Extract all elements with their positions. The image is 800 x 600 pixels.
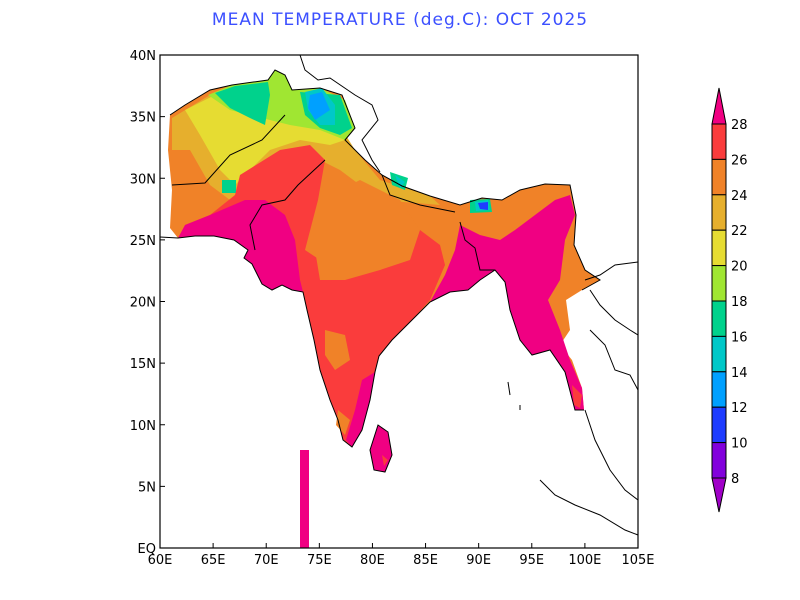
region-12-14 [308,92,330,120]
colorbar-label: 22 [731,224,748,239]
colorbar-segment [711,300,727,337]
colorbar-segment [711,371,727,408]
colorbar-arrow-bottom [711,477,727,513]
lat-tick-label: 15N [130,357,156,372]
coastline-south-asia [159,235,584,448]
lat-tick-label: EQ [138,542,156,557]
lon-tick-label: 90E [466,553,491,568]
lon-tick-label: 65E [201,553,226,568]
colorbar: 28 26 24 22 20 18 16 14 12 10 8 [711,87,748,513]
region-26-28-south [382,385,582,466]
lon-tick-label: 85E [413,553,438,568]
colorbar-label: 26 [731,153,748,168]
colorbar-segment [711,335,727,373]
lon-tick-label: 70E [254,553,279,568]
border-bangladesh [459,221,495,271]
region-above-28 [178,195,584,548]
lon-tick-label: 95E [519,553,544,568]
region-16-18 [215,82,492,213]
border-pakistan-india [249,159,326,251]
colorbar-segment [711,194,727,231]
lat-tick-label: 5N [138,480,156,495]
lon-tick-label: 100E [568,553,601,568]
border-china [299,54,381,173]
coastline-southeast-asia [507,261,639,536]
colorbar-segment [711,265,727,302]
border-afghanistan [171,114,286,186]
lat-tick-label: 10N [130,419,156,434]
region-10-12 [478,202,488,210]
lat-tick-label: 30N [130,172,156,187]
lon-tick-label: 80E [360,553,385,568]
lat-tick-label: 25N [130,234,156,249]
colorbar-segment [711,229,727,267]
coastline-sri-lanka [369,424,393,473]
coastlines-and-borders [159,54,639,536]
colorbar-label: 12 [731,401,748,416]
map-axes: 60E 65E 70E 75E 80E 85E 90E 95E 100E 105E EQ 5N 10N 1… [130,49,655,568]
colorbar-segment [711,442,727,479]
colorbar-label: 16 [731,330,748,345]
colorbar-segment [711,158,727,196]
lat-tick-label: 40N [130,49,156,64]
temperature-field [168,70,600,548]
lon-tick-label: 105E [621,553,654,568]
colorbar-segment [711,123,727,160]
colorbar-label: 24 [731,189,748,204]
lat-tick-label: 35N [130,111,156,126]
colorbar-label: 20 [731,260,748,275]
colorbar-label: 28 [731,118,748,133]
colorbar-label: 18 [731,295,748,310]
colorbar-label: 8 [731,472,739,487]
colorbar-arrow-top [711,87,727,125]
region-24-26-center [315,180,562,435]
colorbar-segment [711,406,727,444]
colorbar-label: 10 [731,437,748,452]
lat-tick-label: 20N [130,296,156,311]
map-title: MEAN TEMPERATURE (deg.C): OCT 2025 [211,10,589,30]
border-nepal [381,174,456,213]
lon-tick-label: 60E [148,553,173,568]
colorbar-label: 14 [731,366,748,381]
lon-tick-label: 75E [307,553,332,568]
